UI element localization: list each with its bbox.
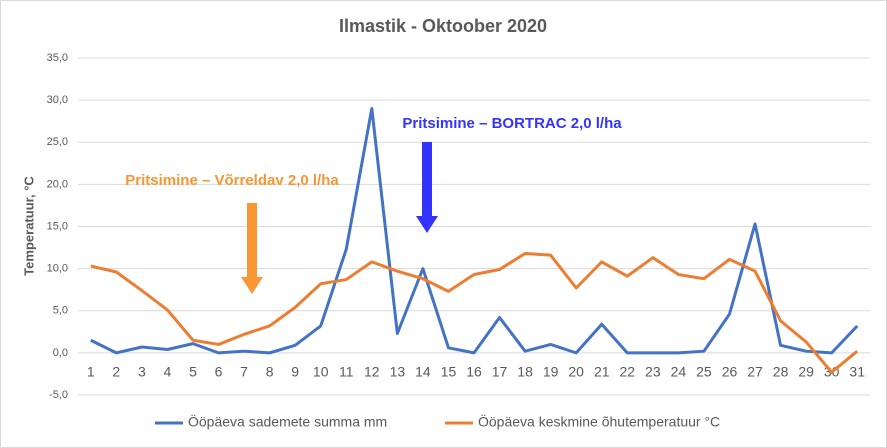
x-tick-label: 4 <box>164 364 172 380</box>
x-tick-label: 23 <box>645 364 661 380</box>
x-tick-label: 6 <box>215 364 223 380</box>
x-tick-label: 28 <box>773 364 789 380</box>
x-tick-label: 24 <box>671 364 687 380</box>
x-tick-label: 29 <box>798 364 814 380</box>
x-tick-label: 22 <box>620 364 636 380</box>
y-tick-label: 25,0 <box>47 136 68 148</box>
x-tick-label: 8 <box>266 364 274 380</box>
annotation: Pritsimine – BORTRAC 2,0 l/ha <box>402 115 622 132</box>
arrow <box>416 142 438 233</box>
series-line <box>90 251 859 374</box>
y-tick-label: 30,0 <box>47 94 68 106</box>
series-line <box>90 107 859 355</box>
y-tick-label: 5,0 <box>53 305 68 317</box>
x-tick-label: 26 <box>722 364 738 380</box>
x-tick-label: 2 <box>112 364 120 380</box>
chart-title: Ilmastik - Oktoober 2020 <box>339 16 547 36</box>
y-axis-label: Temperatuur, °C <box>21 176 36 276</box>
y-tick-label: -5,0 <box>49 389 68 401</box>
x-tick-label: 11 <box>339 364 354 380</box>
x-tick-label: 3 <box>138 364 146 380</box>
x-tick-label: 14 <box>415 364 431 380</box>
x-tick-label: 19 <box>543 364 559 380</box>
x-tick-label: 5 <box>189 364 197 380</box>
y-tick-label: 35,0 <box>47 52 68 64</box>
arrow <box>241 203 263 294</box>
x-tick-label: 12 <box>364 364 380 380</box>
y-tick-label: 0,0 <box>53 347 68 359</box>
x-tick-label: 18 <box>517 364 533 380</box>
x-tick-label: 15 <box>441 364 457 380</box>
x-tick-label: 17 <box>492 364 508 380</box>
legend-label: Ööpäeva sademete summa mm <box>188 413 387 430</box>
y-tick-label: 20,0 <box>47 178 68 190</box>
x-tick-label: 27 <box>747 364 763 380</box>
x-tick-label: 7 <box>240 364 248 380</box>
x-tick-label: 10 <box>313 364 329 380</box>
annotation: Pritsimine – Võrreldav 2,0 l/ha <box>125 172 339 189</box>
x-tick-label: 20 <box>568 364 584 380</box>
y-tick-label: 10,0 <box>47 263 68 275</box>
x-tick-label: 31 <box>849 364 865 380</box>
x-tick-label: 25 <box>696 364 712 380</box>
x-tick-label: 1 <box>87 364 95 380</box>
x-tick-label: 21 <box>594 364 610 380</box>
x-tick-label: 9 <box>291 364 299 380</box>
x-tick-label: 13 <box>390 364 406 380</box>
x-tick-label: 16 <box>466 364 482 380</box>
legend-label: Ööpäeva keskmine õhutemperatuur °C <box>478 413 720 430</box>
y-tick-label: 15,0 <box>47 220 68 232</box>
